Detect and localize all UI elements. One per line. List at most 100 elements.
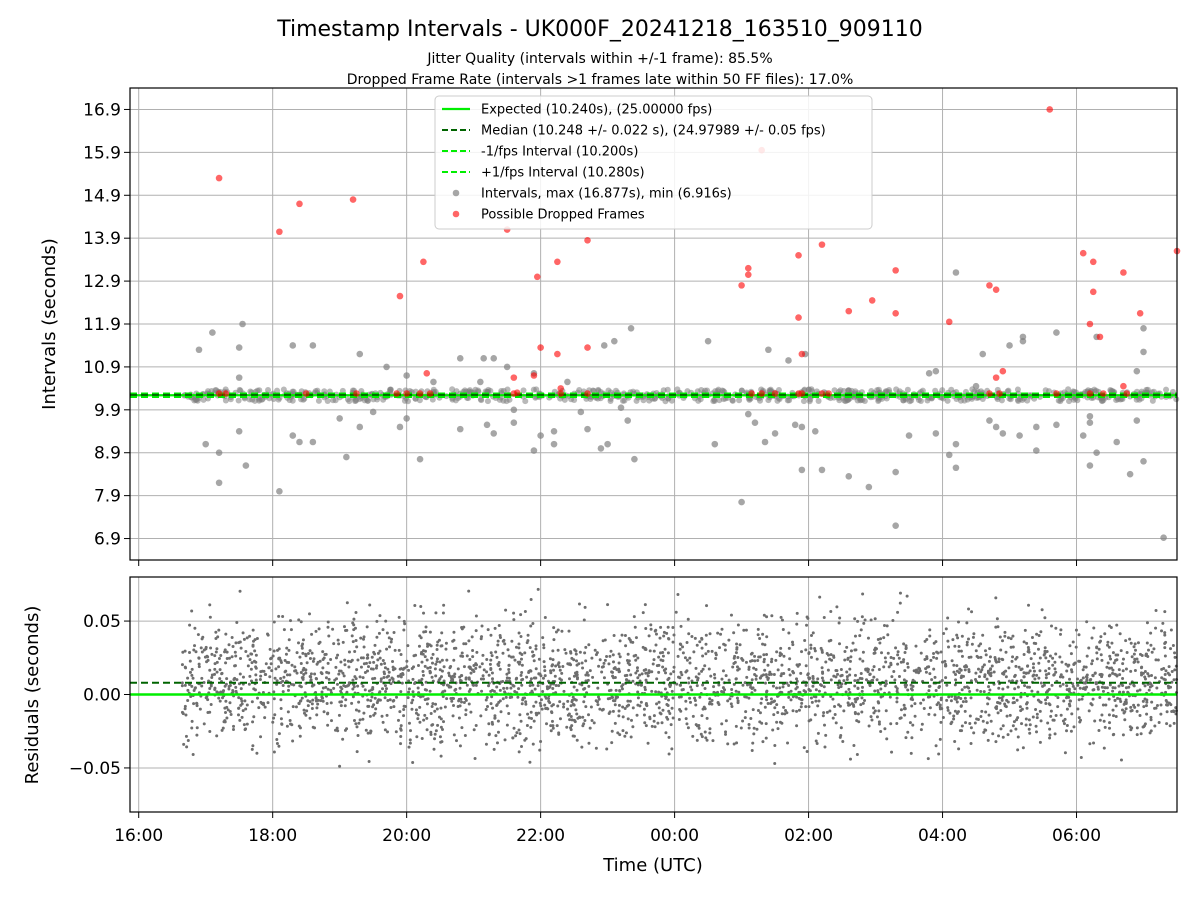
residual-point bbox=[928, 684, 932, 688]
residual-point bbox=[762, 653, 766, 657]
residual-point bbox=[689, 685, 693, 689]
residual-point bbox=[610, 670, 614, 674]
residual-point bbox=[464, 708, 468, 712]
residual-point bbox=[755, 727, 759, 731]
residual-point bbox=[435, 643, 439, 647]
residual-point bbox=[932, 667, 936, 671]
residual-point bbox=[385, 713, 389, 717]
residual-point bbox=[1058, 684, 1062, 688]
residual-point bbox=[636, 703, 640, 707]
residual-point bbox=[706, 649, 710, 653]
residual-point bbox=[608, 654, 612, 658]
residual-point bbox=[399, 727, 403, 731]
residual-point bbox=[635, 713, 639, 717]
residual-point bbox=[362, 637, 366, 641]
residual-point bbox=[1019, 668, 1023, 672]
residual-point bbox=[373, 643, 377, 647]
residual-point bbox=[221, 726, 225, 730]
residual-point bbox=[672, 633, 676, 637]
residual-point bbox=[513, 690, 517, 694]
residual-point bbox=[248, 674, 252, 678]
residual-point bbox=[912, 669, 916, 673]
residual-point bbox=[297, 702, 301, 706]
residual-point bbox=[1012, 696, 1016, 700]
residual-point bbox=[913, 714, 917, 718]
residual-point bbox=[727, 638, 731, 642]
residual-point bbox=[829, 678, 833, 682]
residual-point bbox=[762, 660, 766, 664]
interval-point bbox=[948, 386, 955, 393]
residual-point bbox=[895, 696, 899, 700]
residual-point bbox=[191, 676, 195, 680]
residual-point bbox=[195, 702, 199, 706]
dropped-frame-point bbox=[1100, 390, 1107, 397]
residual-point bbox=[277, 665, 281, 669]
residual-point bbox=[311, 659, 315, 663]
residual-point bbox=[402, 708, 406, 712]
residual-point bbox=[439, 740, 443, 744]
residual-point bbox=[233, 650, 237, 654]
residual-point bbox=[783, 712, 787, 716]
residual-point bbox=[906, 662, 910, 666]
residual-point bbox=[679, 695, 683, 699]
residual-point bbox=[1040, 608, 1044, 612]
interval-point bbox=[356, 423, 364, 431]
residual-point bbox=[635, 666, 639, 670]
residual-point bbox=[359, 665, 363, 669]
residual-point bbox=[991, 732, 995, 736]
residual-point bbox=[315, 706, 319, 710]
residual-point bbox=[520, 678, 524, 682]
residual-point bbox=[327, 671, 331, 675]
residual-point bbox=[820, 650, 824, 654]
residual-point bbox=[524, 702, 528, 706]
residual-point bbox=[326, 661, 330, 665]
residual-point bbox=[1068, 699, 1072, 703]
residual-point bbox=[729, 613, 733, 617]
dropped-frame-point bbox=[554, 350, 561, 358]
residual-point bbox=[1096, 687, 1100, 691]
residual-point bbox=[345, 601, 349, 605]
residual-point bbox=[447, 671, 451, 675]
x-axis-ticks: 16:00 18:00 20:00 22:00 00:00 02:00 04:00 06:00 bbox=[114, 812, 1101, 846]
residual-point bbox=[573, 720, 577, 724]
residual-point bbox=[336, 653, 340, 657]
residual-point bbox=[735, 665, 739, 669]
residual-point bbox=[761, 642, 765, 646]
residual-point bbox=[244, 649, 248, 653]
residual-point bbox=[1123, 700, 1127, 704]
residual-point bbox=[677, 718, 681, 722]
residual-point bbox=[410, 707, 414, 711]
residual-point bbox=[347, 665, 351, 669]
chart-title: Timestamp Intervals - UK000F_20241218_16… bbox=[276, 17, 923, 42]
interval-point bbox=[356, 350, 364, 358]
residual-point bbox=[454, 739, 458, 743]
interval-point bbox=[751, 419, 759, 426]
residual-point bbox=[1145, 712, 1149, 716]
interval-point bbox=[286, 397, 293, 404]
residual-point bbox=[670, 747, 674, 751]
residual-point bbox=[434, 729, 438, 733]
residual-point bbox=[1047, 672, 1051, 676]
residual-point bbox=[442, 665, 446, 669]
residual-point bbox=[1087, 646, 1091, 650]
residual-point bbox=[515, 731, 519, 735]
residual-point bbox=[1085, 685, 1089, 689]
residual-point bbox=[608, 696, 612, 700]
residual-point bbox=[526, 712, 530, 716]
residual-point bbox=[684, 699, 688, 703]
residual-point bbox=[364, 728, 368, 732]
interval-point bbox=[564, 378, 571, 386]
residual-point bbox=[266, 633, 270, 637]
x-tick-label: 04:00 bbox=[918, 826, 967, 846]
residual-point bbox=[1011, 655, 1015, 659]
residuals-y-tick-label: 0.00 bbox=[83, 686, 121, 706]
residual-point bbox=[1033, 652, 1037, 656]
residual-point bbox=[570, 718, 574, 722]
residual-point bbox=[228, 710, 232, 714]
residual-point bbox=[993, 655, 997, 659]
residual-point bbox=[514, 734, 518, 738]
dropped-frame-point bbox=[1136, 309, 1144, 317]
interval-point bbox=[1053, 421, 1060, 429]
residual-point bbox=[1113, 698, 1117, 702]
residual-point bbox=[194, 650, 198, 654]
